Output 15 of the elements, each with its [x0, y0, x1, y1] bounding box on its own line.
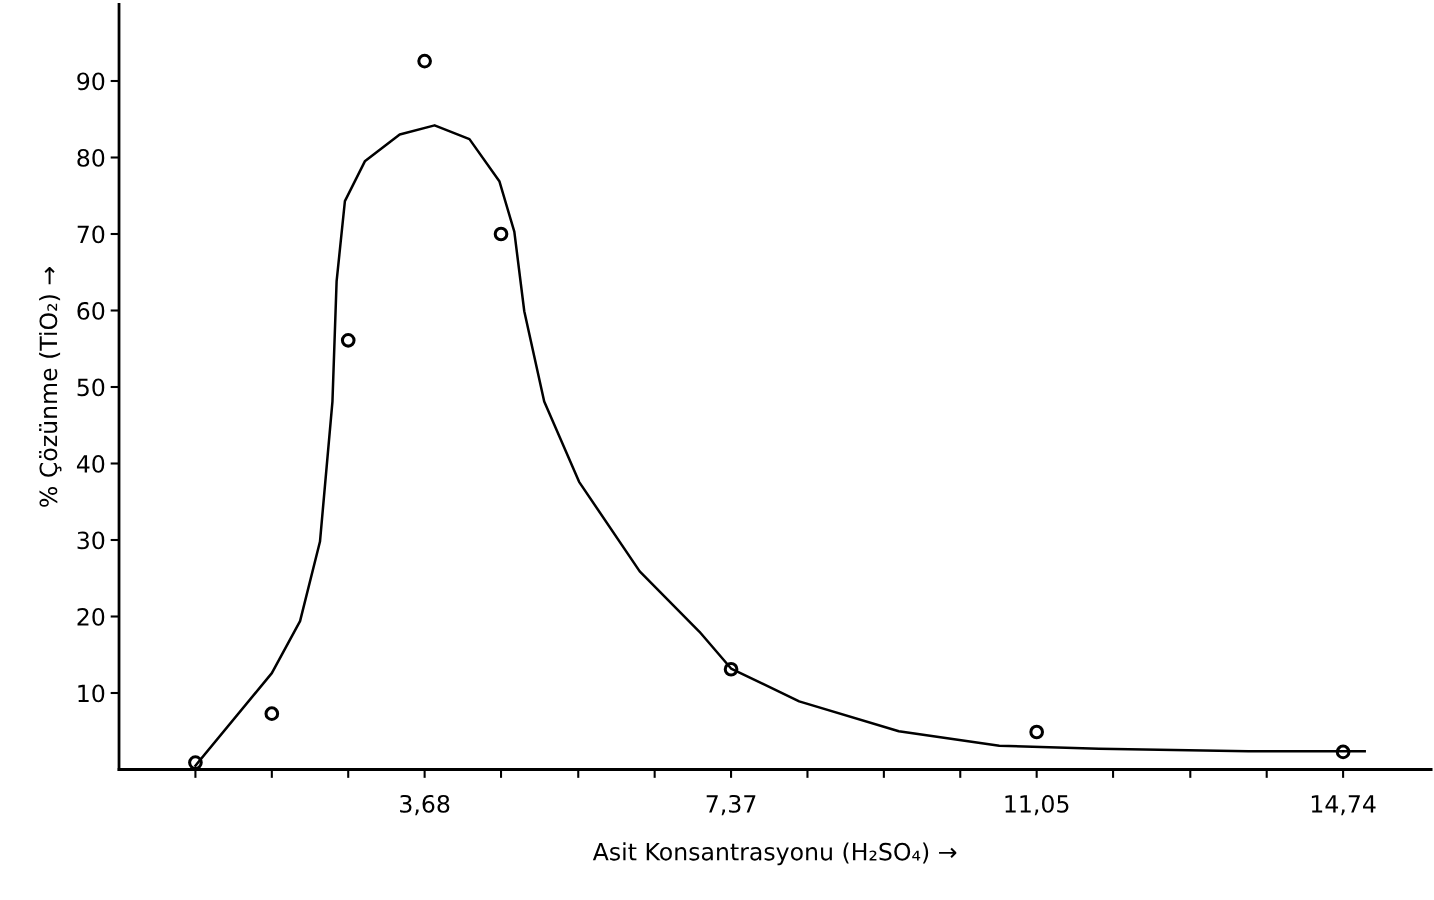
y-axis-title: % Çözünme (TiO₂) →	[39, 267, 62, 507]
y-tick-label: 70	[77, 225, 105, 244]
x-tick-label: 7,37	[706, 794, 756, 816]
y-tick-label: 20	[77, 607, 105, 626]
x-tick-label: 11,05	[1005, 794, 1069, 816]
y-tick-label: 30	[77, 531, 105, 550]
y-tick-label: 90	[77, 72, 105, 91]
y-tick-label: 10	[78, 684, 105, 703]
y-tick-label: 80	[77, 148, 105, 167]
x-tick-label: 3,68	[400, 794, 450, 816]
y-tick-label: 50	[77, 378, 105, 397]
x-tick-label: 14,74	[1311, 795, 1376, 816]
x-axis-title: Asit Konsantrasyonu (H₂SO₄) →	[592, 842, 957, 866]
y-tick-label: 60	[77, 301, 105, 320]
y-tick-label: 40	[76, 454, 105, 473]
